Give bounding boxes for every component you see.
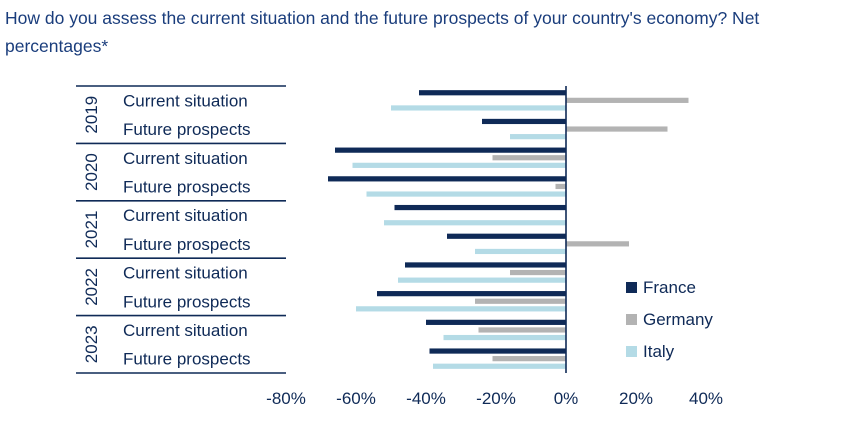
category-label: Current situation	[123, 321, 248, 340]
bar-germany	[492, 155, 566, 161]
x-tick-label: 0%	[554, 389, 579, 408]
category-label: Future prospects	[123, 120, 251, 139]
bar-italy	[398, 277, 566, 283]
bar-germany	[566, 241, 629, 247]
bar-italy	[356, 306, 566, 312]
category-label: Future prospects	[123, 350, 251, 369]
bar-italy	[384, 220, 566, 226]
bar-france	[328, 176, 566, 182]
bar-germany	[510, 269, 566, 276]
year-label: 2023	[82, 325, 101, 363]
category-label: Current situation	[123, 206, 248, 225]
category-label: Future prospects	[123, 235, 251, 254]
bar-italy	[433, 363, 566, 369]
legend-swatch-france	[626, 282, 637, 293]
chart-title: How do you assess the current situation …	[5, 8, 760, 56]
bar-italy	[391, 105, 566, 111]
bar-germany	[566, 126, 668, 132]
legend-swatch-germany	[626, 314, 637, 325]
category-label: Future prospects	[123, 292, 251, 311]
bar-france	[405, 262, 566, 268]
x-tick-label: 40%	[689, 389, 723, 408]
legend-label-germany: Germany	[643, 310, 713, 329]
bar-france	[394, 204, 566, 211]
year-label: 2019	[82, 96, 101, 134]
category-label: Current situation	[123, 264, 248, 283]
x-tick-label: -80%	[266, 389, 306, 408]
bar-italy	[475, 248, 566, 255]
bar-france	[426, 319, 566, 325]
bar-italy	[510, 134, 566, 140]
category-label: Future prospects	[123, 177, 251, 196]
x-tick-label: -60%	[336, 389, 376, 408]
bar-germany	[492, 356, 566, 362]
bar-france	[419, 90, 566, 96]
bar-germany	[475, 298, 566, 304]
year-label: 2021	[82, 211, 101, 249]
legend-label-italy: Italy	[643, 342, 675, 361]
x-tick-label: 20%	[619, 389, 653, 408]
bar-france	[335, 147, 566, 153]
legend-swatch-italy	[626, 346, 637, 357]
legend-label-france: France	[643, 278, 696, 297]
category-label: Current situation	[123, 149, 248, 168]
bar-france	[447, 233, 566, 239]
bar-italy	[443, 334, 566, 341]
category-label: Current situation	[123, 91, 248, 110]
bar-france	[377, 291, 566, 297]
bar-germany	[478, 327, 566, 333]
bar-france	[482, 118, 566, 125]
year-label: 2022	[82, 268, 101, 306]
x-tick-label: -40%	[406, 389, 446, 408]
bar-france	[429, 348, 566, 354]
bar-italy	[366, 191, 566, 197]
bar-italy	[352, 162, 566, 168]
x-tick-label: -20%	[476, 389, 516, 408]
bar-germany	[555, 183, 566, 190]
bar-germany	[566, 97, 689, 103]
year-label: 2020	[82, 153, 101, 191]
